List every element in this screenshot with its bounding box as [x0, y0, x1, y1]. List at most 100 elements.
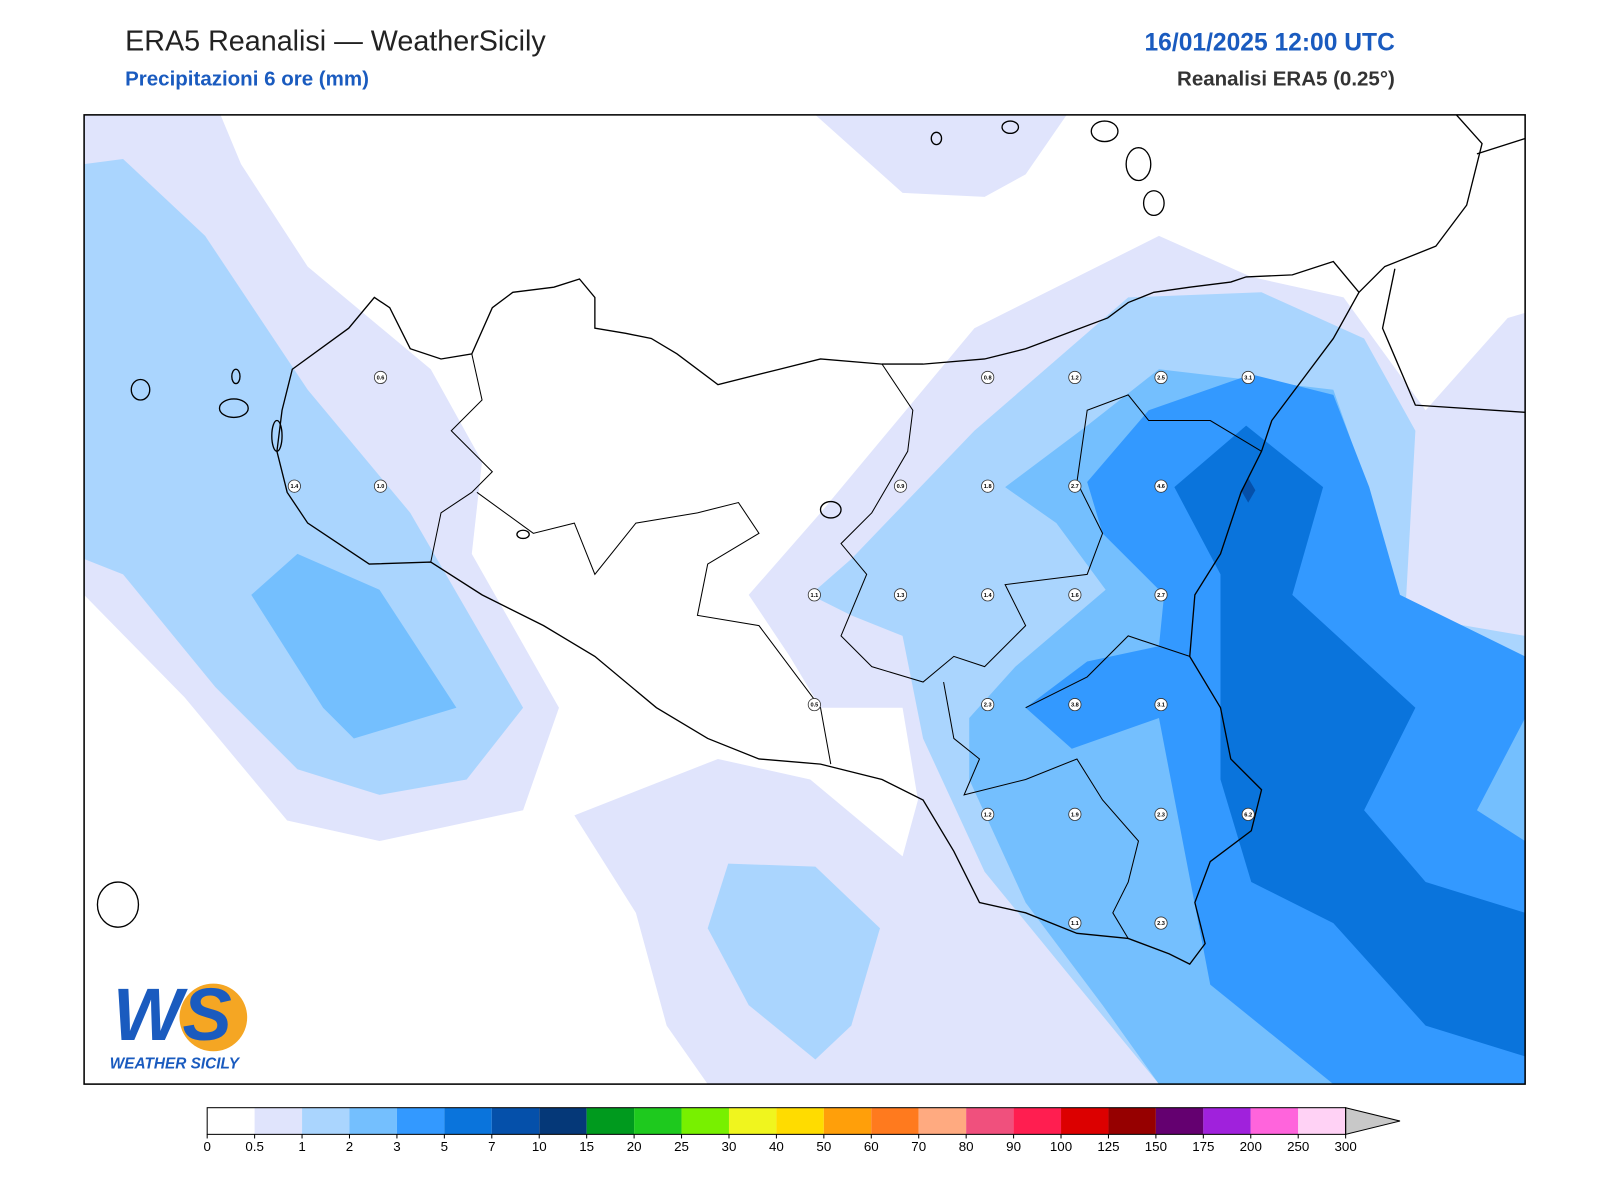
colorbar-segment: [681, 1107, 729, 1135]
colorbar-segment: [871, 1107, 919, 1135]
station: 1.4: [981, 588, 995, 602]
colorbar-segment: [728, 1107, 777, 1135]
station-marker: [373, 370, 388, 384]
station-marker: [893, 588, 908, 602]
station-marker: [981, 370, 995, 384]
station: 2.3: [981, 698, 995, 712]
colorbar-tick-label: 50: [816, 1139, 831, 1154]
station: 3.1: [1241, 370, 1255, 384]
station-value: 1.1: [1071, 921, 1079, 927]
station: 1.9: [1068, 807, 1082, 821]
province-border: [1025, 635, 1190, 709]
station: 1.1: [1068, 916, 1082, 930]
subtitle: Precipitazioni 6 ore (mm): [125, 67, 369, 90]
station-marker: [893, 479, 908, 493]
station: 0.8: [981, 370, 995, 384]
islands: [96, 120, 1165, 928]
station-value: 1.3: [897, 593, 905, 599]
colorbar-segment: [207, 1107, 255, 1135]
station-value: 1.1: [810, 593, 818, 599]
station: 3.1: [1154, 698, 1168, 712]
map-frame: [83, 114, 1526, 1085]
precip-field: [84, 114, 1526, 1085]
colorbar-segment: [396, 1107, 445, 1135]
colorbar-tick-label: 10: [532, 1139, 547, 1154]
station: 0.5: [807, 698, 821, 712]
province-border: [840, 363, 1262, 683]
province-border: [943, 681, 1140, 939]
station: 1.4: [287, 479, 301, 493]
colorbar-tick-label: 0: [203, 1139, 210, 1154]
station-marker: [1068, 698, 1082, 712]
station-value: 0.9: [897, 484, 905, 490]
calabria-coast: [1381, 268, 1526, 413]
province-border: [430, 353, 494, 563]
colorbar-tick-label: 7: [488, 1139, 495, 1154]
station-labels: 0.6 0.8 1.2 2.5 3.1 1.4 1.0 0.9 1.8 2.7 4.6 1.1 1.3 1…: [287, 370, 1255, 930]
colorbar-segment: [444, 1107, 492, 1135]
station-value: 1.8: [984, 484, 992, 490]
station-value: 1.4: [290, 484, 299, 490]
station: 2.3: [1154, 916, 1168, 930]
station-marker: [807, 698, 821, 712]
station: 1.2: [981, 807, 995, 821]
station-marker: [1241, 370, 1255, 384]
colorbar-tick-label: 5: [441, 1139, 448, 1154]
colorbar-tick-label: 200: [1240, 1139, 1262, 1154]
source: Reanalisi ERA5 (0.25°): [1177, 67, 1395, 90]
station-marker: [807, 588, 821, 602]
colorbar-tick-label: 100: [1050, 1139, 1072, 1154]
station-value: 1.9: [1071, 812, 1079, 818]
station-value: 2.3: [984, 703, 992, 709]
colorbar-segment: [1203, 1107, 1251, 1135]
colorbar-tick-label: 150: [1145, 1139, 1167, 1154]
station-marker: [981, 588, 995, 602]
station-value: 2.7: [1157, 593, 1165, 599]
station: 6.2: [1241, 807, 1255, 821]
station: 0.6: [373, 370, 388, 384]
logo-sun: [179, 983, 248, 1052]
colorbar-tick-label: 300: [1335, 1139, 1357, 1154]
colorbar-segment: [776, 1107, 824, 1135]
station-value: 3.8: [1071, 703, 1079, 709]
station-marker: [373, 479, 388, 493]
station-marker: [981, 807, 995, 821]
station: 2.3: [1154, 807, 1168, 821]
station-value: 1.2: [984, 812, 992, 818]
station-marker: [981, 479, 995, 493]
colorbar-segment: [1298, 1107, 1346, 1135]
colorbar-tick-label: 70: [911, 1139, 926, 1154]
colorbar-segment: [634, 1107, 682, 1135]
station-marker: [1068, 807, 1082, 821]
colorbar-segment: [823, 1107, 872, 1135]
colorbar-tick-label: 2: [346, 1139, 353, 1154]
station: 1.8: [981, 479, 995, 493]
colorbar-segment: [491, 1107, 540, 1135]
calabria-coast: [1358, 114, 1483, 293]
colorbar-segment: [349, 1107, 397, 1135]
station: 2.7: [1068, 479, 1082, 493]
colorbar-tick-label: 60: [864, 1139, 879, 1154]
station-value: 1.4: [984, 593, 993, 599]
station-value: 2.3: [1157, 812, 1165, 818]
station-value: 2.5: [1157, 375, 1165, 381]
station-value: 4.6: [1157, 484, 1165, 490]
station: 1.3: [893, 588, 908, 602]
colorbar-tick-label: 125: [1097, 1139, 1119, 1154]
calabria-coast: [1476, 137, 1526, 155]
station-value: 1.0: [377, 484, 385, 490]
colorbar-tick-label: 20: [627, 1139, 642, 1154]
station-value: 2.3: [1157, 921, 1165, 927]
colorbar-tick-label: 90: [1006, 1139, 1021, 1154]
station: 3.8: [1068, 698, 1082, 712]
sicily-coast: [276, 260, 1360, 965]
station-marker: [287, 479, 301, 493]
colorbar-segment: [1155, 1107, 1204, 1135]
station: 0.9: [893, 479, 908, 493]
station-marker: [1068, 370, 1082, 384]
colorbar-segment: [1013, 1107, 1062, 1135]
colorbar-segment: [254, 1107, 303, 1135]
station-marker: [1154, 698, 1168, 712]
